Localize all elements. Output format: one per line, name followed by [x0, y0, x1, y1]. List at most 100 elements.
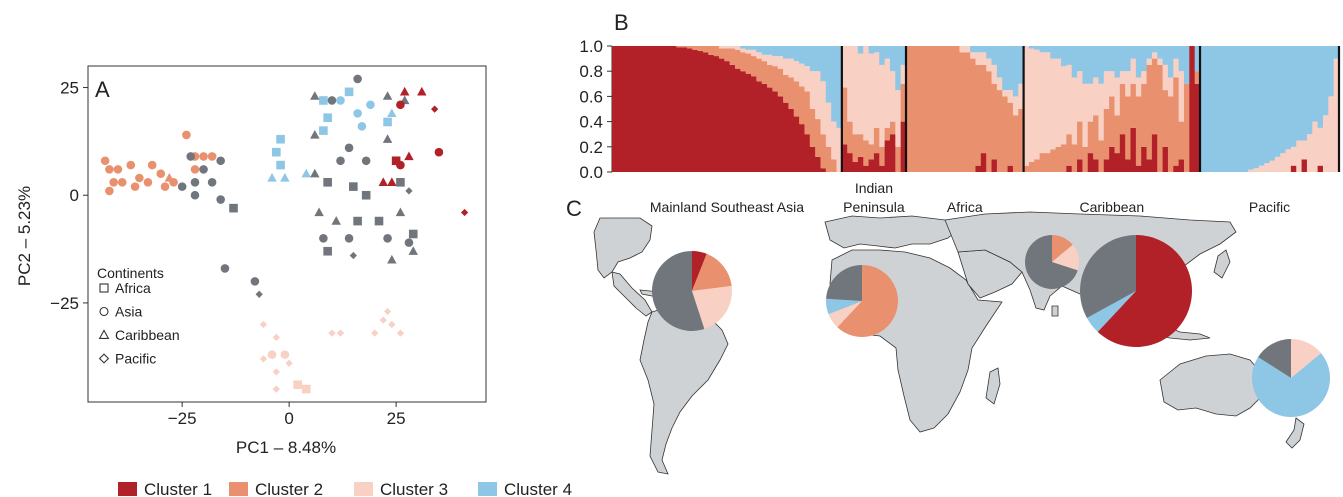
structure-bar-segment: [809, 146, 816, 172]
structure-bar-segment: [879, 165, 886, 172]
structure-y-tick-label: 0.8: [579, 62, 603, 81]
continent-legend-square-icon: [99, 283, 109, 293]
scatter-point: [301, 384, 311, 394]
scatter-point: [130, 182, 140, 191]
structure-bar-segment: [1028, 48, 1035, 162]
structure-bar-segment: [836, 46, 843, 128]
structure-bar-segment: [1264, 46, 1271, 164]
structure-bar-segment: [1296, 140, 1303, 172]
structure-bar-segment: [777, 46, 784, 57]
structure-bar-segment: [1077, 121, 1084, 160]
structure-bar-segment: [975, 64, 982, 166]
scatter-point: [105, 186, 114, 196]
structure-bar-segment: [718, 48, 725, 59]
structure-bar-segment: [729, 48, 736, 65]
structure-bar-segment: [777, 68, 784, 97]
continent-legend-label: Pacific: [115, 351, 156, 367]
panel-a: A −25 0 25 −25 0 25 PC1 – 8.48% PC2 – 5.23% C…: [15, 65, 487, 457]
scatter-point: [117, 178, 127, 187]
structure-bar-segment: [1258, 46, 1265, 166]
structure-bar-segment: [767, 54, 773, 65]
structure-bar-segment: [889, 46, 896, 72]
structure-bar-segment: [820, 81, 827, 135]
structure-bar-segment: [745, 46, 752, 50]
structure-bar-segment: [702, 52, 709, 172]
structure-bar-segment: [788, 77, 795, 109]
structure-bar-segment: [804, 134, 811, 172]
structure-bar-segment: [750, 56, 757, 77]
structure-bar-segment: [1039, 52, 1046, 154]
structure-bar-segment: [1280, 153, 1287, 172]
structure-bar-segment: [772, 56, 779, 67]
structure-bar-segment: [697, 51, 704, 172]
structure-bar-segment: [1328, 46, 1335, 97]
structure-bar-segment: [649, 46, 656, 172]
structure-bar-segment: [975, 165, 982, 172]
structure-bar-segment: [847, 153, 854, 172]
scatter-y-tick-label: −25: [50, 294, 79, 313]
structure-bar-segment: [638, 46, 645, 172]
structure-bar-segment: [863, 46, 870, 141]
scatter-point: [374, 216, 384, 226]
structure-bar-segment: [1023, 46, 1030, 166]
structure-bar-segment: [745, 53, 752, 74]
structure-bar-segment: [756, 58, 763, 82]
structure-bar-segment: [959, 46, 966, 53]
continent-legend-label: Caribbean: [115, 327, 180, 343]
structure-bar-segment: [1296, 46, 1303, 141]
cluster-legend-label: Cluster 4: [504, 480, 572, 497]
structure-bar-segment: [783, 74, 790, 103]
structure-bar-segment: [857, 134, 864, 157]
scatter-point: [143, 178, 153, 187]
structure-bar-segment: [847, 121, 854, 154]
scatter-point: [169, 178, 178, 187]
structure-bar-segment: [783, 46, 790, 59]
scatter-point: [399, 86, 410, 96]
structure-bar-segment: [991, 83, 998, 160]
structure-bar-segment: [991, 46, 998, 65]
scatter-point: [323, 246, 332, 256]
scatter-point: [186, 152, 196, 161]
structure-bar-segment: [1002, 46, 1009, 91]
scatter-points: [100, 74, 469, 394]
structure-bar-segment: [681, 47, 688, 173]
structure-bar-segment: [884, 58, 891, 128]
scatter-point: [434, 147, 444, 157]
structure-bar-segment: [1103, 159, 1110, 172]
structure-bar-segment: [1050, 58, 1057, 150]
scatter-point: [267, 350, 277, 359]
structure-bar-segment: [772, 66, 779, 92]
scatter-point: [431, 105, 439, 113]
scatter-point: [323, 178, 332, 187]
structure-bar-segment: [1290, 165, 1297, 172]
structure-bar-segment: [879, 146, 886, 166]
structure-bar-segment: [750, 49, 757, 57]
scatter-point: [344, 234, 354, 243]
structure-bar-segment: [697, 46, 704, 52]
structure-bar-segment: [1141, 46, 1148, 72]
structure-bar-segment: [1226, 46, 1233, 172]
structure-bar-segment: [1077, 46, 1084, 72]
structure-bar-segment: [772, 91, 779, 172]
scatter-point: [190, 165, 200, 174]
scatter-point: [408, 246, 418, 255]
structure-bar-segment: [1039, 46, 1046, 53]
structure-bar-segment: [1125, 71, 1132, 97]
structure-y-axis: 0.0 0.2 0.4 0.6 0.8 1.0: [579, 37, 613, 182]
structure-bar-segment: [1151, 46, 1158, 53]
structure-y-tick-label: 0.2: [579, 138, 603, 157]
structure-bar-segment: [734, 46, 741, 50]
structure-bar-segment: [761, 61, 768, 84]
scatter-point: [331, 216, 341, 225]
scatter-point: [408, 229, 418, 239]
structure-bar-segment: [1071, 46, 1078, 78]
pie-slice: [1025, 235, 1078, 289]
structure-bar-segment: [1317, 127, 1324, 166]
structure-bar-segment: [617, 46, 624, 172]
structure-bar-segment: [1109, 71, 1116, 97]
structure-bar-segment: [900, 121, 907, 172]
structure-bar-segment: [767, 87, 773, 172]
scatter-point: [361, 156, 371, 166]
structure-bar-segment: [1098, 140, 1105, 172]
